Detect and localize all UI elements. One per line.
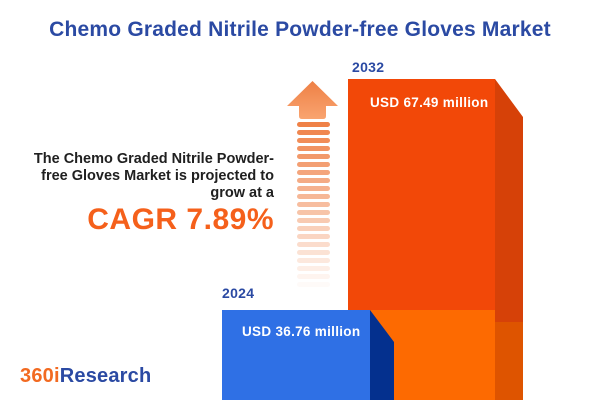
brand-logo-prefix: 360i — [20, 365, 60, 387]
bar-2024-front — [222, 310, 370, 400]
bar-2032-side — [495, 79, 523, 400]
brand-logo: 360iResearch — [20, 365, 151, 388]
bar-2032-year-label: 2032 — [352, 59, 385, 75]
cagr-value: CAGR 7.89% — [87, 203, 274, 236]
projection-line-1: The Chemo Graded Nitrile Powder- — [33, 151, 274, 167]
bar-2032-value-label: USD 67.49 million — [370, 95, 489, 110]
growth-arrow-icon — [287, 81, 338, 119]
arrow-dash-trail — [297, 122, 330, 290]
projection-text: The Chemo Graded Nitrile Powder- free Gl… — [34, 151, 274, 202]
brand-logo-suffix: Research — [59, 365, 152, 387]
projection-line-3: grow at a — [210, 185, 274, 201]
bar-2024-year-label: 2024 — [222, 285, 255, 301]
page-title: Chemo Graded Nitrile Powder-free Gloves … — [49, 18, 551, 41]
projection-line-2: free Gloves Market is projected to — [41, 168, 274, 184]
bar-2024-value-label: USD 36.76 million — [242, 324, 361, 339]
